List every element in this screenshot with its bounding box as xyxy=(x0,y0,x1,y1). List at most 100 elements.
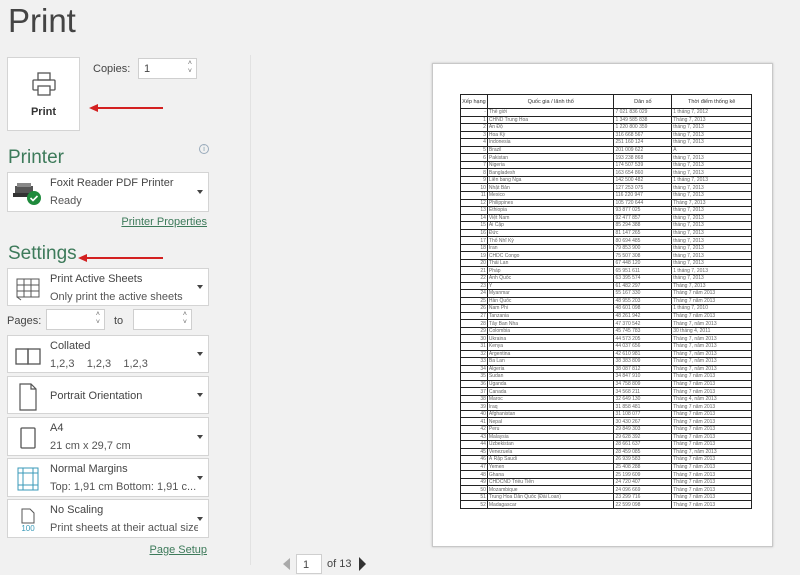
table-row: 47 Yemen 25 408 288 Tháng 7 năm 2013 xyxy=(460,462,752,472)
table-row: 18 Iran 79 853 900 tháng 7, 2013 xyxy=(460,243,752,253)
table-cell: 21 xyxy=(460,266,488,276)
table-row: 40 Afghanistan 31 108 077 Tháng 7 năm 2013 xyxy=(460,409,752,419)
table-row: 48 Ghana 25 199 609 Tháng 7 năm 2013 xyxy=(460,470,752,479)
table-row: 35 Sudan 34 847 910 Tháng 7 năm 2013 xyxy=(460,372,752,381)
table-row: - Thế giới 7 021 836 029 1 tháng 7, 2012 xyxy=(460,108,752,117)
table-cell: Kenya xyxy=(486,341,615,351)
table-cell: 34 568 211 xyxy=(613,387,673,396)
pages-from-stepper[interactable]: ˄ ˅ xyxy=(95,311,100,326)
scaling-dropdown[interactable]: 100 No Scaling Print sheets at their act… xyxy=(7,499,209,538)
page-count-label: of 13 xyxy=(327,558,352,570)
dropdown-caret-icon xyxy=(197,516,203,521)
table-cell: 63 395 574 xyxy=(613,274,673,283)
print-what-title: Print Active Sheets xyxy=(50,273,143,285)
page-title: Print xyxy=(8,2,76,39)
previous-page-button[interactable] xyxy=(283,558,290,570)
pages-to-input[interactable]: ˄ ˅ xyxy=(133,309,192,330)
table-cell: Maroc xyxy=(486,394,615,404)
table-cell: 22 xyxy=(460,274,488,283)
table-cell: 7 xyxy=(460,160,488,170)
table-cell: 27 xyxy=(460,311,488,321)
table-row: 4 Indonesia 251 160 124 tháng 7, 2013 xyxy=(460,138,752,147)
table-cell: Tháng 7 năm 2013 xyxy=(671,311,752,321)
table-cell: Ấn Độ xyxy=(486,123,615,132)
table-cell: tháng 7, 2013 xyxy=(671,168,752,177)
info-icon[interactable]: i xyxy=(199,144,209,154)
table-cell: 24 xyxy=(460,289,488,298)
table-cell: Madagascar xyxy=(486,500,615,509)
print-what-subtitle: Only print the active sheets xyxy=(50,291,183,303)
copies-stepper[interactable]: ˄ ˅ xyxy=(187,60,192,75)
table-cell: 31 xyxy=(460,341,488,351)
settings-heading: Settings xyxy=(8,243,77,264)
page-number-input[interactable]: 1 xyxy=(296,554,322,574)
table-cell: Pháp xyxy=(486,266,615,276)
table-cell: 43 xyxy=(460,432,488,442)
pages-to-label: to xyxy=(114,315,124,327)
table-cell: 44 573 205 xyxy=(613,334,673,343)
next-page-button[interactable] xyxy=(359,557,366,571)
collation-dropdown[interactable]: Collated 1,2,3 1,2,3 1,2,3 xyxy=(7,335,209,373)
table-cell: 25 408 288 xyxy=(613,462,673,472)
table-cell: 31 858 481 xyxy=(613,402,673,411)
table-cell: 93 877 025 xyxy=(613,206,673,215)
table-cell: 18 xyxy=(460,243,488,253)
page-setup-link[interactable]: Page Setup xyxy=(149,544,208,556)
table-row: 8 Bangladesh 163 654 860 tháng 7, 2013 xyxy=(460,168,752,177)
table-cell: 1 tháng 7, 2013 xyxy=(671,266,752,276)
printer-dropdown[interactable]: Foxit Reader PDF Printer Ready xyxy=(7,172,209,212)
annotation-arrow xyxy=(89,104,163,112)
table-cell: 79 853 900 xyxy=(613,243,673,253)
margins-subtitle: Top: 1,91 cm Bottom: 1,91 c... xyxy=(50,481,197,493)
table-cell: 28 xyxy=(460,319,488,328)
table-cell: 22 599 098 xyxy=(613,500,673,509)
table-cell: 67 448 120 xyxy=(613,258,673,268)
table-cell: 32 649 130 xyxy=(613,394,673,404)
table-row: 12 Philippines 105 720 644 Tháng 7, 2013 xyxy=(460,198,752,208)
table-cell: Tháng 7 năm 2013 xyxy=(671,409,752,419)
table-cell: 193 238 868 xyxy=(613,153,673,162)
table-row: 1 CHND Trung Hoa 1 349 585 838 Tháng 7, 201… xyxy=(460,115,752,125)
table-cell: tháng 7, 2013 xyxy=(671,183,752,192)
dropdown-caret-icon xyxy=(197,190,203,194)
table-row: 28 Tây Ban Nha 47 370 542 Tháng 7, năm 2013 xyxy=(460,319,752,328)
table-cell: Tháng 4, năm 2013 xyxy=(671,394,752,404)
table-cell: 3 xyxy=(460,130,488,140)
printer-properties-link[interactable]: Printer Properties xyxy=(121,216,207,228)
column-header: Thời điểm thống kê xyxy=(671,94,752,109)
table-row: 9 Liên bang Nga 142 500 482 1 tháng 7, 2013 xyxy=(460,175,752,185)
table-cell: 127 253 075 xyxy=(613,183,673,192)
table-cell: Nhật Bản xyxy=(486,183,615,192)
table-cell: Nepal xyxy=(486,417,615,426)
pages-to-stepper[interactable]: ˄ ˅ xyxy=(182,311,187,326)
table-cell: 5 xyxy=(460,145,488,155)
table-cell: - xyxy=(460,108,488,117)
table-cell: 30 tháng 4, 2011 xyxy=(671,326,752,336)
table-cell: CHDCND Triều Tiên xyxy=(486,477,615,487)
table-cell: Nam Phi xyxy=(486,304,615,313)
margins-dropdown[interactable]: Normal Margins Top: 1,91 cm Bottom: 1,91… xyxy=(7,458,209,497)
table-cell: 25 199 609 xyxy=(613,470,673,479)
table-cell: 28 661 637 xyxy=(613,440,673,449)
table-cell: 29 628 392 xyxy=(613,432,673,442)
table-cell: 23 xyxy=(460,281,488,291)
print-what-dropdown[interactable]: Print Active Sheets Only print the activ… xyxy=(7,268,209,306)
pages-from-input[interactable]: ˄ ˅ xyxy=(46,309,105,330)
table-row: 30 Ukraina 44 573 205 Tháng 7, năm 2013 xyxy=(460,334,752,343)
table-cell: 30 xyxy=(460,334,488,343)
table-cell: CHND Trung Hoa xyxy=(486,115,615,125)
paper-size-dropdown[interactable]: A4 21 cm x 29,7 cm xyxy=(7,417,209,456)
table-cell: Tháng 7, năm 2013 xyxy=(671,364,752,374)
table-cell: Tây Ban Nha xyxy=(486,319,615,328)
printer-heading: Printer xyxy=(8,147,64,168)
margins-title: Normal Margins xyxy=(50,463,128,475)
orientation-dropdown[interactable]: Portrait Orientation xyxy=(7,376,209,414)
table-cell: 41 xyxy=(460,417,488,426)
copies-input[interactable]: 1 ˄ ˅ xyxy=(138,58,197,79)
table-row: 41 Nepal 30 430 267 Tháng 7 năm 2013 xyxy=(460,417,752,426)
table-cell: 38 087 812 xyxy=(613,364,673,374)
print-button[interactable]: Print xyxy=(7,57,80,131)
printer-icon xyxy=(31,72,56,96)
paper-title: A4 xyxy=(50,422,64,434)
table-cell: 36 xyxy=(460,379,488,389)
